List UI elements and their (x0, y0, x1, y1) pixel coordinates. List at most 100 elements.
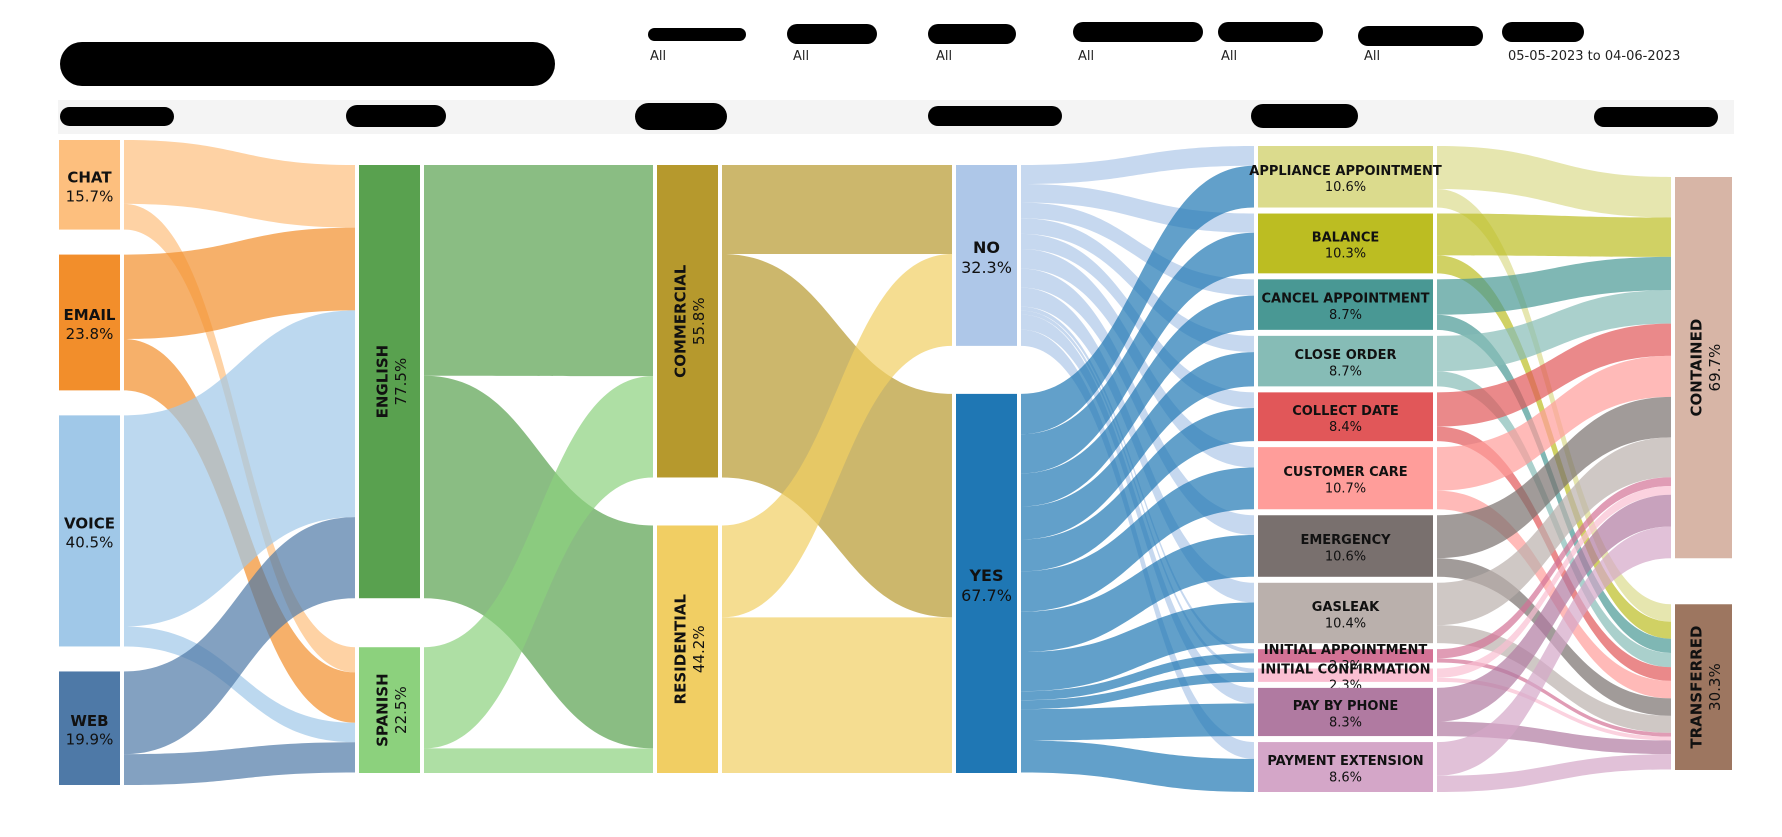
flow-collect-date-to-transferred (1437, 426, 1671, 681)
node-appliance-appointment[interactable] (1258, 146, 1433, 208)
flow-close-order-to-contained (1437, 290, 1671, 372)
filter-label-redacted (787, 24, 877, 44)
node-label-residential: RESIDENTIAL44.2% (671, 594, 708, 705)
column-header-redacted (346, 105, 446, 127)
node-no[interactable] (956, 165, 1017, 346)
node-customer-care[interactable] (1258, 447, 1433, 510)
flow-initial-appointment-to-transferred (1437, 658, 1671, 737)
node-label-collect-date: COLLECT DATE 8.4% (1292, 404, 1399, 435)
node-web[interactable] (59, 671, 120, 785)
node-label-no: NO 32.3% (961, 238, 1012, 277)
flow-payment-extension-to-contained (1437, 526, 1671, 776)
node-gasleak[interactable] (1258, 582, 1433, 644)
node-yes[interactable] (956, 393, 1017, 773)
filter-1-value[interactable]: All (650, 49, 667, 64)
flow-yes-to-initial-confirmation (1021, 672, 1254, 710)
flow-pay-by-phone-to-contained (1437, 494, 1671, 722)
node-collect-date[interactable] (1258, 392, 1433, 442)
flow-web-to-english (124, 517, 355, 755)
node-voice[interactable] (59, 415, 120, 647)
column-header-redacted (928, 106, 1062, 126)
node-chat[interactable] (59, 140, 120, 230)
flow-appliance-appointment-to-contained (1437, 146, 1671, 218)
column-header-redacted (635, 103, 727, 130)
node-label-balance: BALANCE 10.3% (1312, 230, 1380, 261)
flow-balance-to-transferred (1437, 255, 1671, 639)
filter-3-value[interactable]: All (936, 49, 953, 64)
flow-yes-to-collect-date (1021, 408, 1254, 572)
node-close-order[interactable] (1258, 335, 1433, 387)
node-label-web: WEB 19.9% (66, 712, 114, 749)
column-header-redacted (1251, 104, 1358, 128)
flow-emergency-to-contained (1437, 396, 1671, 559)
node-pay-by-phone[interactable] (1258, 687, 1433, 737)
flow-no-to-appliance-appointment (1021, 146, 1254, 185)
flow-spanish-to-residential (424, 748, 653, 773)
node-label-cancel-appointment: CANCEL APPOINTMENT 8.7% (1261, 292, 1429, 323)
flow-yes-to-gasleak (1021, 602, 1254, 692)
flow-residential-to-yes (722, 617, 952, 773)
node-label-appliance-appointment: APPLIANCE APPOINTMENT 10.6% (1249, 164, 1442, 195)
filter-label-redacted (1218, 22, 1323, 42)
node-contained[interactable] (1675, 177, 1732, 559)
filter-label-redacted (1358, 26, 1483, 46)
flow-residential-to-no (722, 254, 952, 618)
node-transferred[interactable] (1675, 604, 1732, 770)
node-label-commercial: COMMERCIAL55.8% (671, 264, 708, 378)
node-balance[interactable] (1258, 213, 1433, 274)
node-english[interactable] (359, 165, 420, 599)
redacted-title (60, 42, 555, 86)
flow-cancel-appointment-to-contained (1437, 256, 1671, 315)
node-label-contained: CONTAINED69.7% (1687, 319, 1724, 417)
filter-2-value[interactable]: All (793, 49, 810, 64)
flow-yes-to-appliance-appointment (1021, 165, 1254, 435)
flow-collect-date-to-contained (1437, 323, 1671, 427)
node-label-pay-by-phone: PAY BY PHONE 8.3% (1293, 699, 1398, 730)
node-label-payment-extension: PAYMENT EXTENSION 8.6% (1267, 754, 1423, 785)
flow-english-to-commercial (424, 165, 653, 377)
sankey-nodes: CHAT 15.7% EMAIL 23.8% VOICE 40.5% WEB 19.9% ENG… (59, 140, 1732, 792)
node-label-spanish: SPANISH22.5% (373, 673, 410, 747)
flow-initial-confirmation-to-contained (1437, 486, 1671, 678)
node-label-voice: VOICE 40.5% (64, 515, 115, 552)
node-label-gasleak: GASLEAK 10.4% (1312, 600, 1380, 631)
node-emergency[interactable] (1258, 515, 1433, 577)
flow-yes-to-close-order (1021, 352, 1254, 540)
flow-no-to-collect-date (1021, 233, 1254, 409)
filter-date-range[interactable]: 05-05-2023 to 04-06-2023 (1508, 49, 1681, 64)
node-initial-confirmation[interactable] (1258, 668, 1433, 682)
node-residential[interactable] (657, 525, 718, 773)
flow-payment-extension-to-transferred (1437, 754, 1671, 792)
flow-voice-to-english (124, 310, 355, 627)
node-label-chat: CHAT 15.7% (66, 169, 114, 206)
flow-yes-to-payment-extension (1021, 740, 1254, 792)
filter-label-redacted (648, 28, 746, 41)
flow-customer-care-to-contained (1437, 355, 1671, 491)
filter-label-redacted (928, 24, 1016, 44)
node-label-emergency: EMERGENCY 10.6% (1300, 533, 1391, 564)
node-commercial[interactable] (657, 165, 718, 478)
filter-5-value[interactable]: All (1221, 49, 1238, 64)
flow-initial-confirmation-to-transferred (1437, 677, 1671, 741)
flow-balance-to-contained (1437, 213, 1671, 257)
column-header-redacted (1594, 107, 1718, 127)
node-initial-appointment[interactable] (1258, 649, 1433, 663)
filter-4-value[interactable]: All (1078, 49, 1095, 64)
flow-yes-to-pay-by-phone (1021, 703, 1254, 741)
node-email[interactable] (59, 254, 120, 391)
flow-yes-to-emergency (1021, 534, 1254, 653)
filter-6-value[interactable]: All (1364, 49, 1381, 64)
flow-web-to-spanish (124, 742, 355, 785)
flow-yes-to-customer-care (1021, 467, 1254, 612)
node-spanish[interactable] (359, 647, 420, 773)
node-payment-extension[interactable] (1258, 742, 1433, 792)
node-label-close-order: CLOSE ORDER 8.7% (1295, 348, 1397, 379)
flow-no-to-pay-by-phone (1021, 314, 1254, 704)
node-cancel-appointment[interactable] (1258, 279, 1433, 330)
flow-initial-appointment-to-contained (1437, 477, 1671, 659)
flow-commercial-to-no (722, 165, 952, 255)
filter-label-redacted (1502, 22, 1584, 42)
column-header-band (58, 100, 1734, 134)
flow-spanish-to-commercial (424, 376, 653, 749)
